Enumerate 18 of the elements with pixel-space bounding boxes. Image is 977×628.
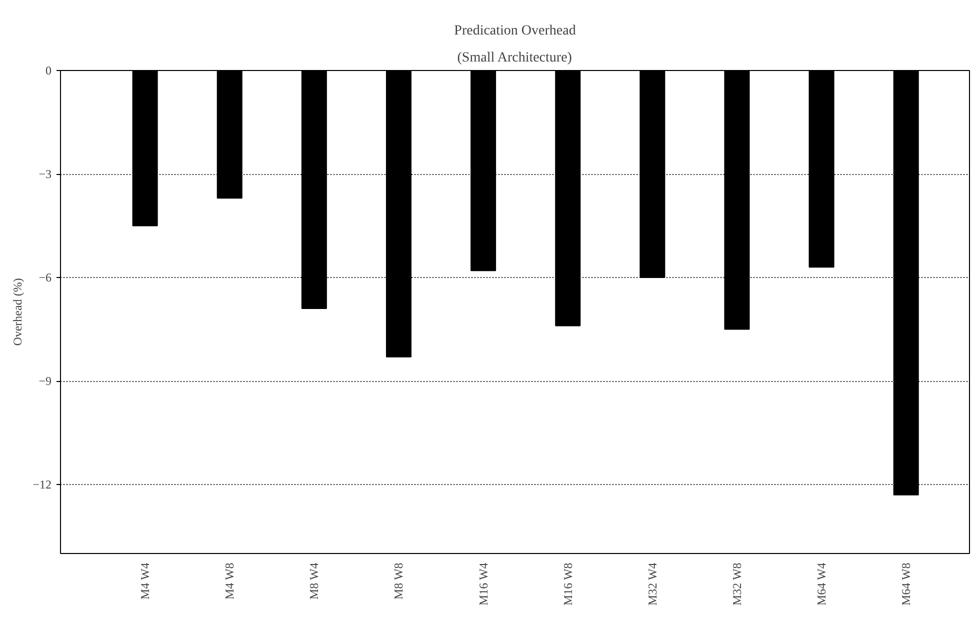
y-tick-label: 0 <box>46 64 52 78</box>
x-tick-label: M4 W8 <box>222 562 237 600</box>
y-axis-title: Overhead (%) <box>10 278 25 346</box>
x-tick-label: M32 W8 <box>730 562 744 606</box>
x-tick-label: M8 W4 <box>307 562 322 600</box>
y-tick-label: −6 <box>38 270 52 284</box>
y-tick-label: −9 <box>38 374 52 388</box>
x-tick-label: M16 W4 <box>476 562 490 606</box>
x-tick-label: M64 W4 <box>814 562 829 606</box>
x-tick-label: M8 W8 <box>392 562 406 600</box>
chart-subtitle: (Small Architecture) <box>457 50 572 66</box>
y-tick-label: −3 <box>38 167 52 181</box>
x-tick-label: M64 W8 <box>899 562 914 606</box>
chart-title: Predication Overhead <box>454 24 576 38</box>
x-tick-label: M4 W4 <box>138 562 152 600</box>
x-tick-label: M32 W4 <box>645 562 660 606</box>
y-tick-label: −12 <box>32 478 52 492</box>
x-tick-label: M16 W8 <box>560 562 575 606</box>
